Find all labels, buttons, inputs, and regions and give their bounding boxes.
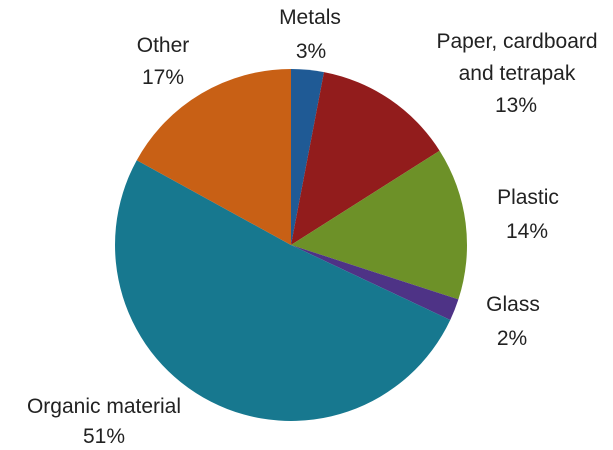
pie-slices bbox=[115, 69, 468, 421]
slice-label-paper-line2: and tetrapak bbox=[459, 62, 576, 85]
pie-slice-metals bbox=[291, 69, 324, 245]
slice-value-plastic: 14% bbox=[506, 220, 548, 243]
pie-slice-paper bbox=[291, 72, 440, 246]
pie-slice-glass bbox=[291, 245, 459, 320]
slice-value-glass: 2% bbox=[497, 327, 527, 350]
pie-slice-other bbox=[136, 69, 291, 245]
slice-value-other: 17% bbox=[142, 66, 184, 89]
slice-value-organic: 51% bbox=[83, 425, 125, 448]
slice-label-other: Other bbox=[137, 34, 190, 57]
slice-label-glass: Glass bbox=[486, 293, 540, 316]
slice-value-metals: 3% bbox=[296, 40, 326, 63]
slice-label-organic: Organic material bbox=[27, 395, 181, 418]
slice-value-paper: 13% bbox=[495, 94, 537, 117]
slice-label-metals: Metals bbox=[279, 6, 341, 29]
pie-labels: Metals 3% Paper, cardboard and tetrapak … bbox=[27, 6, 598, 448]
slice-label-paper-line1: Paper, cardboard bbox=[436, 30, 597, 53]
pie-slice-plastic bbox=[291, 150, 468, 300]
slice-label-plastic: Plastic bbox=[497, 186, 559, 209]
pie-slice-organic bbox=[115, 160, 451, 421]
